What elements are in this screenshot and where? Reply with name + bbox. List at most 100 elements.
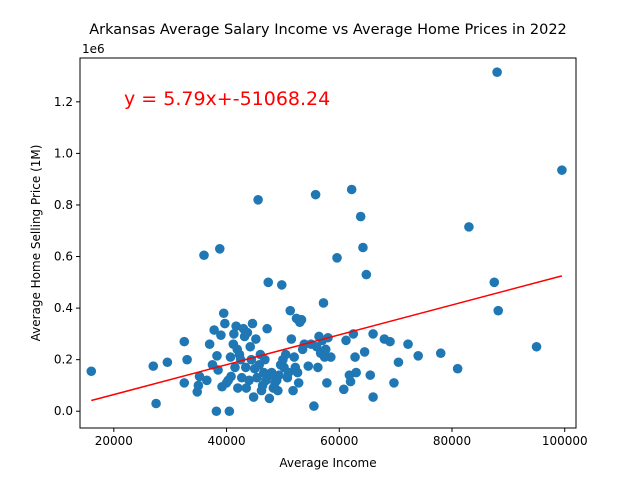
- y-tick-label: 0.2: [54, 353, 73, 367]
- data-point: [182, 354, 192, 365]
- data-point: [242, 327, 253, 338]
- data-point: [358, 242, 368, 253]
- y-tick-label: 0.8: [54, 198, 73, 212]
- data-point: [262, 323, 272, 334]
- data-point: [350, 352, 360, 362]
- data-point: [214, 244, 225, 254]
- data-point: [285, 305, 296, 316]
- data-point: [368, 392, 378, 402]
- data-point: [289, 352, 299, 362]
- data-point: [280, 349, 291, 360]
- data-point: [204, 339, 215, 350]
- data-point: [226, 371, 236, 382]
- y-axis-label: Average Home Selling Price (1M): [29, 145, 43, 342]
- data-point: [179, 336, 190, 347]
- data-point: [368, 329, 378, 339]
- data-point: [359, 347, 370, 357]
- x-tick-label: 100000: [542, 434, 588, 448]
- data-point: [229, 329, 239, 339]
- chart-title: Arkansas Average Salary Income vs Averag…: [89, 22, 567, 38]
- data-point: [202, 375, 212, 386]
- data-point: [209, 325, 219, 335]
- data-point: [225, 352, 236, 362]
- data-point: [403, 339, 413, 350]
- data-point: [212, 351, 222, 361]
- data-point: [218, 308, 229, 319]
- data-point: [346, 184, 357, 195]
- data-point: [393, 357, 404, 368]
- y-offset-label: 1e6: [82, 42, 105, 56]
- data-point: [244, 375, 254, 386]
- data-point: [86, 366, 97, 377]
- data-point: [273, 385, 283, 396]
- data-point: [286, 334, 297, 344]
- x-tick-label: 60000: [320, 434, 358, 448]
- data-point: [320, 344, 331, 355]
- data-points: [86, 67, 567, 417]
- data-point: [247, 318, 258, 329]
- data-point: [263, 277, 274, 288]
- y-tick-label: 1.0: [54, 146, 73, 160]
- data-point: [309, 401, 319, 411]
- data-point: [493, 305, 504, 316]
- regression-line: [91, 275, 563, 402]
- data-point: [332, 253, 342, 263]
- data-point: [361, 269, 372, 280]
- data-point: [245, 341, 256, 352]
- data-point: [288, 385, 298, 396]
- data-point: [326, 352, 336, 362]
- data-point: [341, 335, 351, 346]
- regression-equation: y = 5.79x+-51068.24: [124, 88, 330, 110]
- data-point: [236, 372, 247, 383]
- x-tick-label: 80000: [433, 434, 471, 448]
- data-point: [231, 321, 241, 331]
- data-point: [452, 363, 463, 374]
- data-point: [413, 351, 423, 361]
- data-point: [274, 370, 284, 380]
- y-tick-label: 0.0: [54, 404, 73, 418]
- data-point: [489, 277, 500, 288]
- data-point: [303, 361, 314, 371]
- data-point: [251, 334, 261, 344]
- data-point: [464, 222, 474, 232]
- data-point: [276, 280, 287, 290]
- data-point: [389, 378, 399, 388]
- data-point: [148, 361, 159, 371]
- y-axis: 0.0 0.2 0.4 0.6 0.8 1.0 1.2: [54, 95, 80, 418]
- data-point: [230, 362, 240, 373]
- data-point: [296, 314, 307, 325]
- data-point: [264, 393, 275, 404]
- data-point: [253, 195, 263, 205]
- data-point: [313, 362, 323, 373]
- data-point: [224, 406, 235, 417]
- data-point: [151, 398, 161, 409]
- data-point: [194, 371, 205, 382]
- data-point: [338, 384, 349, 395]
- data-point: [322, 378, 332, 388]
- data-point: [216, 330, 226, 340]
- x-axis: 20000 40000 60000 80000 100000: [95, 428, 588, 448]
- plot-area: [79, 57, 577, 429]
- data-point: [557, 165, 567, 175]
- x-axis-label: Average Income: [279, 456, 376, 470]
- data-point: [193, 380, 204, 391]
- data-point: [310, 189, 321, 200]
- data-point: [435, 348, 446, 359]
- x-tick-label: 40000: [207, 434, 245, 448]
- data-point: [292, 367, 303, 378]
- y-tick-label: 0.6: [54, 250, 73, 264]
- data-point: [385, 336, 395, 347]
- y-tick-label: 0.4: [54, 301, 73, 315]
- data-point: [266, 367, 277, 378]
- data-point: [220, 318, 230, 329]
- data-point: [162, 357, 173, 368]
- data-point: [179, 378, 190, 388]
- data-point: [211, 406, 222, 417]
- y-tick-label: 1.2: [54, 95, 73, 109]
- data-point: [233, 383, 243, 393]
- data-point: [365, 370, 376, 380]
- data-point: [248, 392, 259, 402]
- data-point: [240, 362, 251, 373]
- data-point: [351, 367, 361, 378]
